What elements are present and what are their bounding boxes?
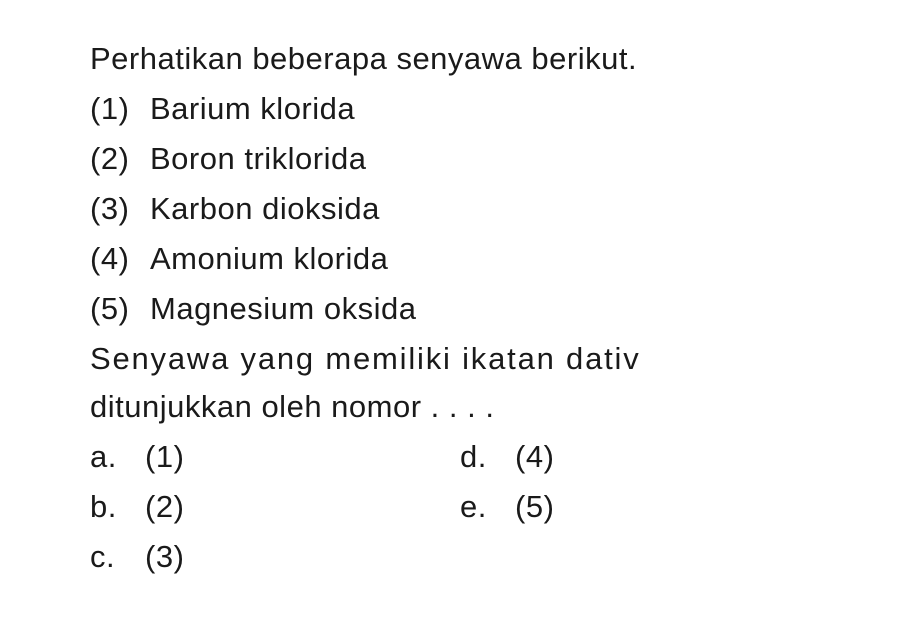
intro-text: Perhatikan beberapa senyawa berikut. [90,35,817,83]
list-item: (5) Magnesium oksida [90,285,817,333]
options-row-2: b. (2) e. (5) [90,483,817,531]
option-text: (3) [145,533,184,581]
item-number: (1) [90,85,150,133]
options-row-1: a. (1) d. (4) [90,433,817,481]
item-number: (2) [90,135,150,183]
item-number: (5) [90,285,150,333]
item-number: (4) [90,235,150,283]
item-text: Karbon dioksida [150,185,380,233]
option-label: b. [90,483,145,531]
item-text: Amonium klorida [150,235,388,283]
question-content: Perhatikan beberapa senyawa berikut. (1)… [90,35,817,582]
item-text: Magnesium oksida [150,285,416,333]
question-line2: ditunjukkan oleh nomor . . . . [90,383,817,431]
list-item: (4) Amonium klorida [90,235,817,283]
option-c: c. (3) [90,533,460,581]
option-d: d. (4) [460,433,817,481]
item-text: Boron triklorida [150,135,366,183]
option-label: e. [460,483,515,531]
list-item: (3) Karbon dioksida [90,185,817,233]
option-label: a. [90,433,145,481]
option-text: (4) [515,433,554,481]
option-a: a. (1) [90,433,460,481]
list-item: (2) Boron triklorida [90,135,817,183]
options-row-3: c. (3) [90,533,817,581]
item-text: Barium klorida [150,85,355,133]
option-e: e. (5) [460,483,817,531]
option-text: (5) [515,483,554,531]
item-number: (3) [90,185,150,233]
option-text: (2) [145,483,184,531]
option-label: c. [90,533,145,581]
option-text: (1) [145,433,184,481]
compound-list: (1) Barium klorida (2) Boron triklorida … [90,85,817,333]
option-label: d. [460,433,515,481]
list-item: (1) Barium klorida [90,85,817,133]
question-line1: Senyawa yang memiliki ikatan dativ [90,335,817,383]
option-b: b. (2) [90,483,460,531]
